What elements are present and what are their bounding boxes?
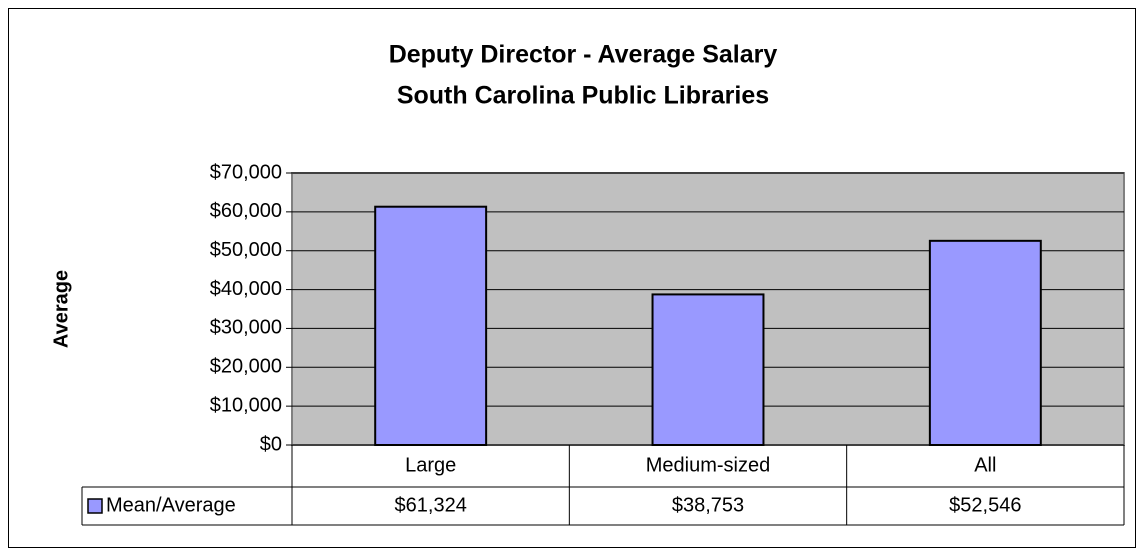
- legend-label: Mean/Average: [106, 494, 236, 516]
- y-axis-label: Average: [50, 270, 72, 348]
- y-tick-label: $30,000: [210, 317, 282, 339]
- legend-swatch: [87, 498, 103, 514]
- y-tick-label: $0: [260, 433, 282, 455]
- x-tick-label: Large: [405, 454, 456, 476]
- bar: [928, 239, 1042, 446]
- table-value: $38,753: [672, 494, 744, 516]
- chart-title: Deputy Director - Average Salary: [389, 41, 778, 69]
- y-tick-label: $70,000: [210, 161, 282, 183]
- y-tick-label: $40,000: [210, 278, 282, 300]
- y-tick-label: $50,000: [210, 239, 282, 261]
- x-tick-label: All: [974, 454, 996, 476]
- bar: [651, 293, 765, 446]
- y-tick-label: $10,000: [210, 394, 282, 416]
- chart-subtitle: South Carolina Public Libraries: [397, 82, 769, 110]
- x-tick-label: Medium-sized: [646, 454, 770, 476]
- bar: [374, 205, 488, 446]
- y-tick-label: $20,000: [210, 356, 282, 378]
- table-value: $61,324: [395, 494, 467, 516]
- table-value: $52,546: [949, 494, 1021, 516]
- y-tick-label: $60,000: [210, 200, 282, 222]
